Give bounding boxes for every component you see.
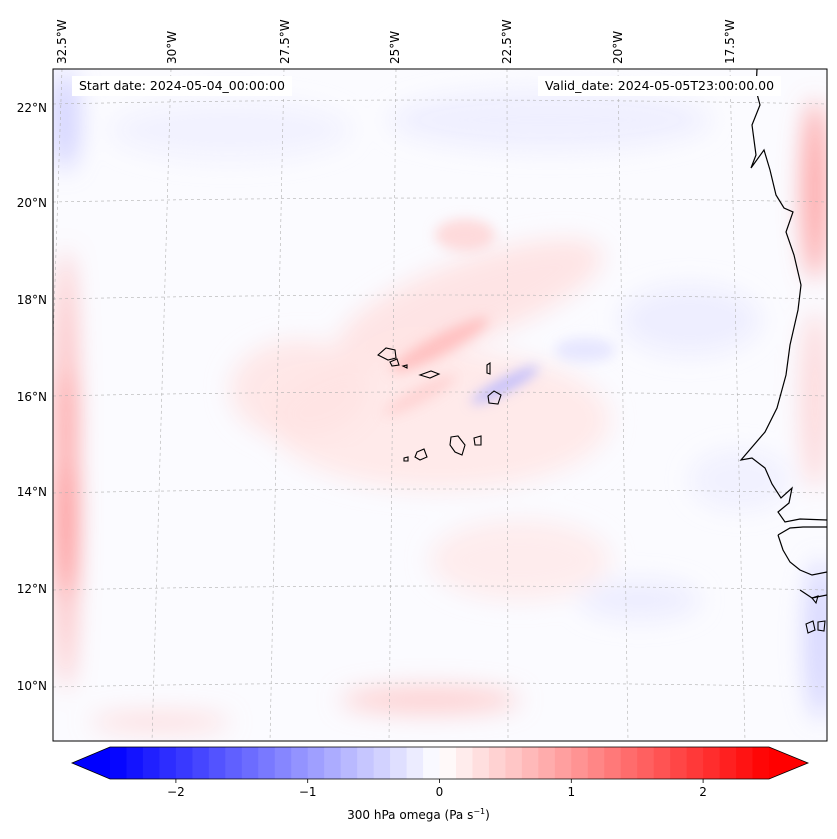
- colorbar-title: 300 hPa omega (Pa s−1): [0, 807, 837, 822]
- colorbar-cell: [225, 747, 243, 779]
- start-date-label: Start date: 2024-05-04_00:00:00: [72, 76, 292, 96]
- island-sao-vicente: [389, 358, 400, 367]
- colorbar-cell: [488, 747, 507, 779]
- colorbar-cell: [571, 747, 589, 779]
- lat-label: 16°N: [17, 390, 47, 404]
- colorbar-cell: [208, 747, 226, 779]
- gridlines: [53, 69, 827, 741]
- coastline: [739, 69, 827, 599]
- colorbar-cell: [653, 747, 671, 779]
- longitude-labels: 32.5°W 30°W 27.5°W 25°W 22.5°W 20°W 17.5…: [55, 19, 737, 64]
- island-sao-nicolau: [418, 370, 441, 379]
- colorbar-cells: [110, 747, 770, 779]
- island-sal: [486, 361, 491, 375]
- island-bissagos-2: [805, 620, 816, 634]
- colorbar-cell: [307, 747, 325, 779]
- lat-label: 18°N: [17, 293, 47, 307]
- island-bissagos-3: [817, 620, 826, 632]
- lon-label: 20°W: [611, 31, 625, 64]
- colorbar-cell: [291, 747, 309, 779]
- colorbar-cell: [126, 747, 144, 779]
- colorbar-cell: [554, 747, 572, 779]
- island-santiago: [449, 435, 466, 456]
- colorbar-cell: [373, 747, 391, 779]
- colorbar-cell: [142, 747, 161, 779]
- colorbar-cell: [324, 747, 342, 779]
- islands: [377, 347, 826, 634]
- colorbar-tick-label: 0: [436, 785, 444, 799]
- island-bissagos-1: [811, 595, 819, 605]
- colorbar-outline: [70, 746, 810, 780]
- colorbar-cell: [110, 747, 128, 779]
- colorbar-cell: [587, 747, 605, 779]
- colorbar-cell: [258, 747, 276, 779]
- colorbar-cell: [752, 747, 770, 779]
- colorbar-cell: [439, 747, 457, 779]
- colorbar-tick-label: 1: [567, 785, 575, 799]
- colorbar-title-close: ): [485, 808, 490, 822]
- colorbar: −2 −1 0 1 2: [70, 746, 810, 799]
- lat-label: 12°N: [17, 582, 47, 596]
- colorbar-ticks: −2 −1 0 1 2: [167, 779, 707, 799]
- lat-label: 20°N: [17, 196, 47, 210]
- island-brava: [403, 456, 409, 462]
- lon-label: 25°W: [388, 31, 402, 64]
- colorbar-cell: [686, 747, 704, 779]
- colorbar-title-text: 300 hPa omega (Pa s: [347, 808, 474, 822]
- colorbar-cell: [670, 747, 688, 779]
- colorbar-cell: [472, 747, 490, 779]
- colorbar-tick-label: −1: [299, 785, 317, 799]
- colorbar-cell: [274, 747, 292, 779]
- lat-label: 22°N: [17, 101, 47, 115]
- colorbar-cell: [736, 747, 754, 779]
- colorbar-cell: [703, 747, 721, 779]
- colorbar-cell: [241, 747, 259, 779]
- colorbar-tick-label: −2: [167, 785, 185, 799]
- map-frame: [52, 68, 828, 742]
- omega-field: [53, 70, 827, 732]
- colorbar-extend-right: [769, 747, 808, 779]
- island-santo-antao: [377, 347, 397, 361]
- latitude-labels: 22°N 20°N 18°N 16°N 14°N 12°N 10°N: [17, 101, 47, 693]
- island-boa-vista: [487, 390, 502, 405]
- colorbar-cell: [357, 747, 375, 779]
- colorbar-cell: [423, 747, 441, 779]
- colorbar-tick-label: 2: [699, 785, 707, 799]
- colorbar-cell: [159, 747, 177, 779]
- colorbar-cell: [505, 747, 523, 779]
- lon-label: 27.5°W: [278, 19, 292, 64]
- colorbar-cell: [604, 747, 622, 779]
- colorbar-cell: [455, 747, 474, 779]
- colorbar-cell: [620, 747, 638, 779]
- lon-label: 30°W: [165, 31, 179, 64]
- lon-label: 17.5°W: [723, 19, 737, 64]
- island-fogo: [414, 448, 428, 461]
- colorbar-cell: [390, 747, 408, 779]
- colorbar-title-exponent: −1: [473, 807, 486, 816]
- colorbar-cell: [521, 747, 539, 779]
- lat-label: 14°N: [17, 485, 47, 499]
- colorbar-extend-left: [72, 747, 110, 779]
- lon-label: 22.5°W: [500, 19, 514, 64]
- colorbar-cell: [637, 747, 655, 779]
- island-maio: [473, 435, 482, 446]
- colorbar-cell: [406, 747, 424, 779]
- colorbar-cell: [340, 747, 358, 779]
- colorbar-cell: [538, 747, 556, 779]
- colorbar-cell: [175, 747, 193, 779]
- colorbar-cell: [192, 747, 210, 779]
- colorbar-cell: [719, 747, 737, 779]
- island-santa-luzia: [401, 364, 408, 369]
- valid-date-label: Valid_date: 2024-05-05T23:00:00.00: [538, 76, 782, 96]
- lat-label: 10°N: [17, 679, 47, 693]
- lon-label: 32.5°W: [55, 19, 69, 64]
